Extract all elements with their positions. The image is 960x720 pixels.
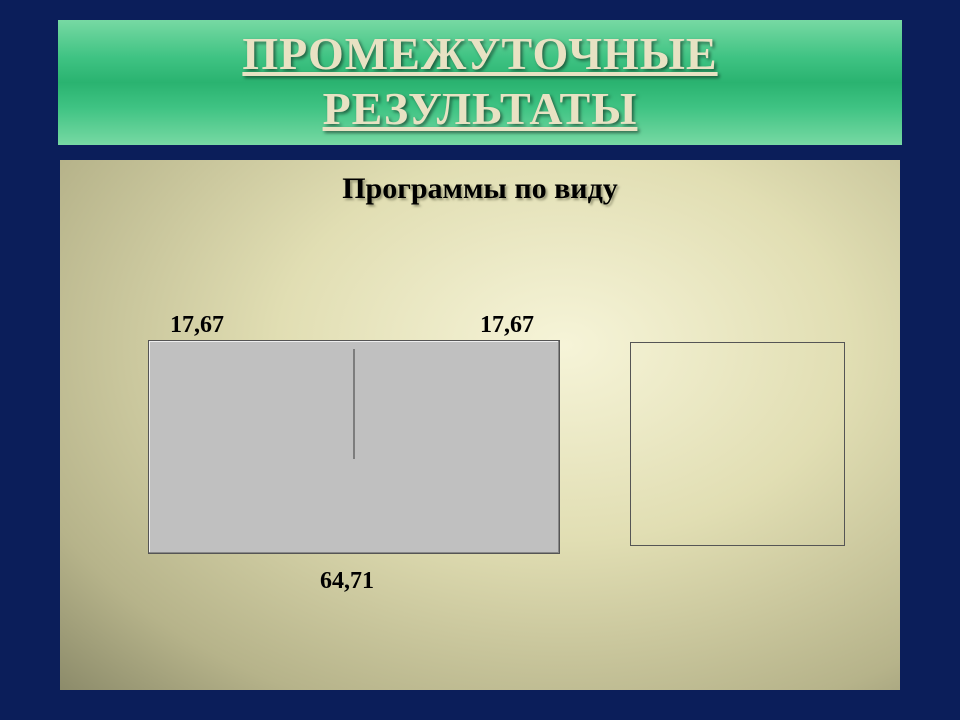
slide: ПРОМЕЖУТОЧНЫЕ РЕЗУЛЬТАТЫ Программы по ви… bbox=[0, 0, 960, 720]
chart-plot-area bbox=[148, 340, 560, 554]
chart-title: Программы по виду bbox=[60, 172, 900, 206]
title-banner: ПРОМЕЖУТОЧНЫЕ РЕЗУЛЬТАТЫ bbox=[58, 20, 902, 145]
title-line-1: ПРОМЕЖУТОЧНЫЕ bbox=[242, 28, 717, 79]
legend bbox=[630, 342, 845, 546]
slide-title: ПРОМЕЖУТОЧНЫЕ РЕЗУЛЬТАТЫ bbox=[58, 20, 902, 136]
pie-3d-svg bbox=[149, 341, 559, 553]
data-label-slice-0: 17,67 bbox=[480, 312, 534, 339]
content-panel: Программы по виду 17,67 17,67 64,71 bbox=[60, 160, 900, 690]
title-line-2: РЕЗУЛЬТАТЫ bbox=[323, 83, 638, 134]
data-label-slice-2: 17,67 bbox=[170, 312, 224, 339]
data-label-slice-1: 64,71 bbox=[320, 568, 374, 595]
